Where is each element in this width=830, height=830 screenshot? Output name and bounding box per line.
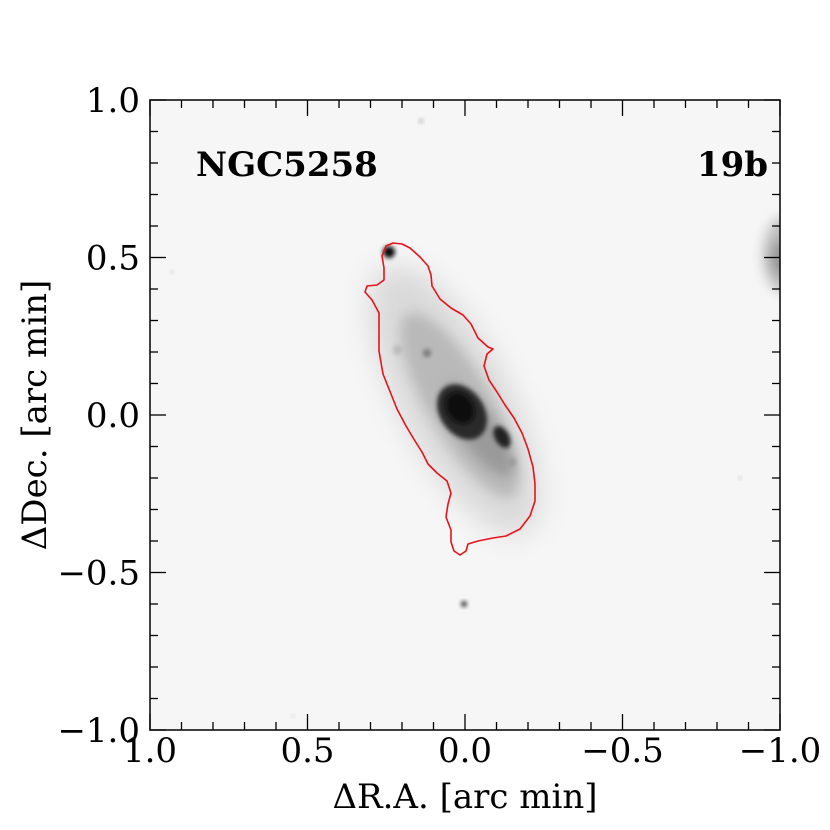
faint-speck bbox=[419, 119, 423, 123]
galaxy-knot bbox=[493, 426, 511, 448]
x-axis-title: ΔR.A. [arc min] bbox=[332, 777, 597, 817]
galaxy-nucleus bbox=[445, 392, 475, 424]
faint-knot bbox=[508, 458, 516, 466]
galaxy-image bbox=[170, 119, 780, 718]
isophote-contour bbox=[364, 242, 536, 556]
y-tick-label: 0.5 bbox=[86, 239, 140, 279]
y-tick-label: 1.0 bbox=[86, 81, 140, 121]
faint-knot bbox=[393, 345, 403, 355]
y-tick-labels: 1.0 0.5 0.0 −0.5 −1.0 bbox=[57, 81, 140, 751]
tick-marks bbox=[149, 99, 781, 731]
point-source bbox=[461, 601, 467, 607]
faint-speck bbox=[291, 714, 295, 718]
x-tick-label: 1.0 bbox=[123, 731, 177, 771]
faint-speck bbox=[170, 270, 174, 274]
neighbor-galaxy bbox=[763, 218, 780, 292]
foreground-star bbox=[383, 246, 395, 258]
y-tick-label: 0.0 bbox=[86, 396, 140, 436]
panel-id-label: 19b bbox=[697, 145, 768, 185]
x-tick-labels: 1.0 0.5 0.0 −0.5 −1.0 bbox=[123, 731, 821, 771]
faint-speck bbox=[738, 476, 742, 480]
x-tick-label: −0.5 bbox=[581, 731, 664, 771]
x-tick-label: 0.0 bbox=[438, 731, 492, 771]
galaxy-name-label: NGC5258 bbox=[196, 145, 378, 185]
y-axis-title: ΔDec. [arc min] bbox=[15, 280, 55, 551]
faint-knot bbox=[423, 349, 431, 357]
x-tick-label: 0.5 bbox=[280, 731, 334, 771]
y-tick-label: −0.5 bbox=[57, 554, 140, 594]
y-tick-label: −1.0 bbox=[57, 711, 140, 751]
x-tick-label: −1.0 bbox=[739, 731, 822, 771]
